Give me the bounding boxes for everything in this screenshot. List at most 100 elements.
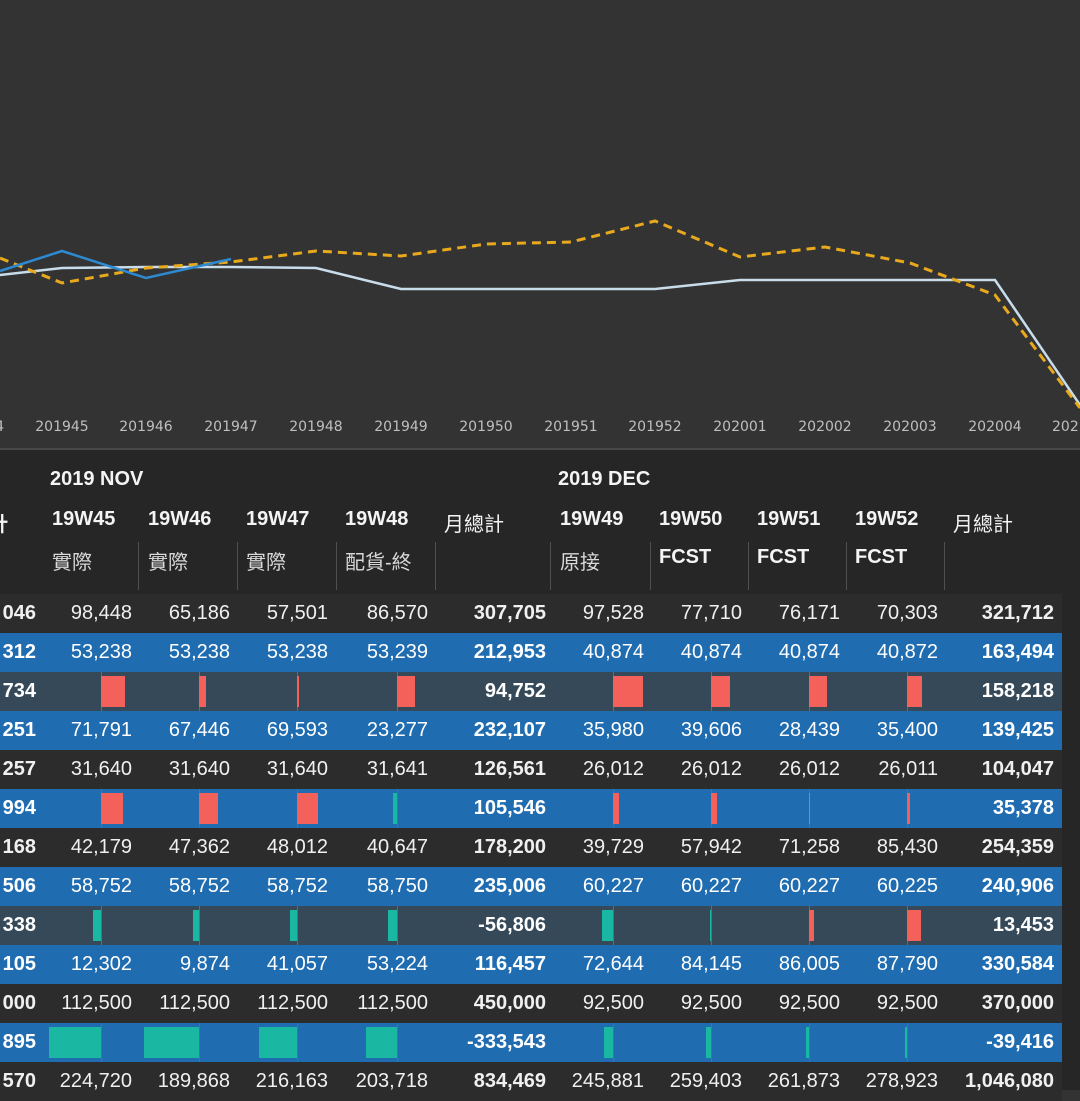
value-cell: 259,403 <box>669 1070 742 1092</box>
table-row: 570 224,720 189,868 216,163 203,718 834,469 24… <box>0 1062 1062 1101</box>
value-cell: 40,647 <box>366 836 428 858</box>
table-row: 338 -56,806 13,453 <box>0 906 1062 945</box>
negative-variance-bar <box>809 676 827 707</box>
month-total-cell: 321,712 <box>981 602 1054 624</box>
month-total-cell: 307,705 <box>473 602 546 624</box>
row-prev-total-fragment: 251 <box>2 719 36 741</box>
row-prev-total-fragment: 895 <box>2 1031 36 1053</box>
x-tick-label: 201945 <box>35 419 88 435</box>
positive-variance-bar <box>259 1027 297 1058</box>
value-cell: 26,012 <box>778 758 840 780</box>
month-total-cell: 139,425 <box>981 719 1054 741</box>
bar-axis <box>397 906 398 945</box>
sub-header-label: 實際 <box>148 552 188 574</box>
month-total-cell: 116,457 <box>474 953 546 975</box>
bar-axis <box>101 906 102 945</box>
x-tick-label: 202 <box>1052 419 1079 435</box>
value-cell: 31,640 <box>70 758 132 780</box>
value-cell: 57,501 <box>266 602 328 624</box>
week-header: 19W46 <box>148 508 212 530</box>
sub-header-label: FCST <box>757 546 810 568</box>
week-header: 19W48 <box>345 508 409 530</box>
negative-variance-bar <box>809 910 814 941</box>
value-cell: 92,500 <box>876 992 938 1014</box>
month-total-cell: 232,107 <box>473 719 546 741</box>
line-chart-svg: 4 201945 201946 201947 201948 201949 201950 201… <box>0 219 1080 435</box>
sub-header-label: 實際 <box>52 552 92 574</box>
month-total-cell: 1,046,080 <box>965 1070 1054 1092</box>
x-tick-label: 201952 <box>628 419 681 435</box>
negative-variance-bar <box>297 793 318 824</box>
value-cell: 58,750 <box>366 875 428 897</box>
x-tick-label: 201948 <box>289 419 342 435</box>
value-cell: 58,752 <box>168 875 230 897</box>
positive-variance-bar <box>49 1027 101 1058</box>
column-separator <box>944 542 945 590</box>
month-total-cell: 330,584 <box>981 953 1054 975</box>
value-cell: 189,868 <box>157 1070 230 1092</box>
value-cell: 60,227 <box>680 875 742 897</box>
negative-variance-bar <box>101 793 123 824</box>
bar-axis <box>199 1023 200 1062</box>
month-total-cell: 13,453 <box>992 914 1054 936</box>
month-total-cell: 450,000 <box>473 992 546 1014</box>
value-cell: 40,872 <box>876 641 938 663</box>
positive-variance-bar <box>388 910 397 941</box>
column-separator <box>748 542 749 590</box>
value-cell: 53,238 <box>266 641 328 663</box>
month-total-cell: 240,906 <box>981 875 1054 897</box>
row-prev-total-fragment: 046 <box>2 602 36 624</box>
sub-header-label: 實際 <box>246 552 286 574</box>
value-cell: 86,005 <box>778 953 840 975</box>
row-prev-total-fragment: 734 <box>2 680 36 702</box>
negative-variance-bar <box>907 676 922 707</box>
month-total-header: 月總計 <box>953 514 1013 536</box>
negative-variance-bar <box>199 793 218 824</box>
value-cell: 31,640 <box>266 758 328 780</box>
month-total-cell: 834,469 <box>473 1070 546 1092</box>
negative-variance-bar <box>613 793 619 824</box>
value-cell: 57,942 <box>680 836 742 858</box>
table-row: 105 12,302 9,874 41,057 53,224 116,457 72,644 8… <box>0 945 1062 984</box>
right-edge <box>1062 590 1080 1090</box>
bar-axis <box>711 1023 712 1062</box>
row-prev-total-fragment: 257 <box>2 758 36 780</box>
month-total-cell: 212,953 <box>473 641 546 663</box>
value-cell: 278,923 <box>865 1070 938 1092</box>
positive-variance-bar <box>806 1027 809 1058</box>
table-row: 000 112,500 112,500 112,500 112,500 450,000 92… <box>0 984 1062 1023</box>
value-cell: 42,179 <box>70 836 132 858</box>
row-prev-total-fragment: 994 <box>2 797 36 819</box>
positive-variance-bar <box>710 910 711 941</box>
value-cell: 87,790 <box>876 953 938 975</box>
table-row: 895 -333,543 -39,416 <box>0 1023 1062 1062</box>
value-cell: 39,729 <box>582 836 644 858</box>
month-header-nov: 2019 NOV <box>50 468 144 490</box>
value-cell: 31,641 <box>366 758 428 780</box>
value-cell: 26,012 <box>582 758 644 780</box>
positive-variance-bar <box>93 910 101 941</box>
x-tick-label: 201947 <box>204 419 257 435</box>
positive-variance-bar <box>905 1027 907 1058</box>
value-cell: 71,791 <box>70 719 132 741</box>
week-header: 19W52 <box>855 508 919 530</box>
value-cell: 60,227 <box>582 875 644 897</box>
x-tick-label: 202002 <box>798 419 851 435</box>
month-total-cell: 105,546 <box>473 797 546 819</box>
bar-axis <box>397 1023 398 1062</box>
value-cell: 47,362 <box>168 836 230 858</box>
value-cell: 216,163 <box>255 1070 328 1092</box>
value-cell: 53,238 <box>168 641 230 663</box>
bar-axis <box>711 906 712 945</box>
value-cell: 86,570 <box>366 602 428 624</box>
positive-variance-bar <box>602 910 613 941</box>
value-cell: 84,145 <box>680 953 742 975</box>
value-cell: 92,500 <box>778 992 840 1014</box>
bar-axis <box>809 1023 810 1062</box>
month-total-cell: 126,561 <box>473 758 546 780</box>
row-prev-total-fragment: 338 <box>2 914 36 936</box>
table-row: 168 42,179 47,362 48,012 40,647 178,200 39,729… <box>0 828 1062 867</box>
value-cell: 53,238 <box>70 641 132 663</box>
x-tick-label: 202001 <box>713 419 766 435</box>
week-header: 19W45 <box>52 508 116 530</box>
